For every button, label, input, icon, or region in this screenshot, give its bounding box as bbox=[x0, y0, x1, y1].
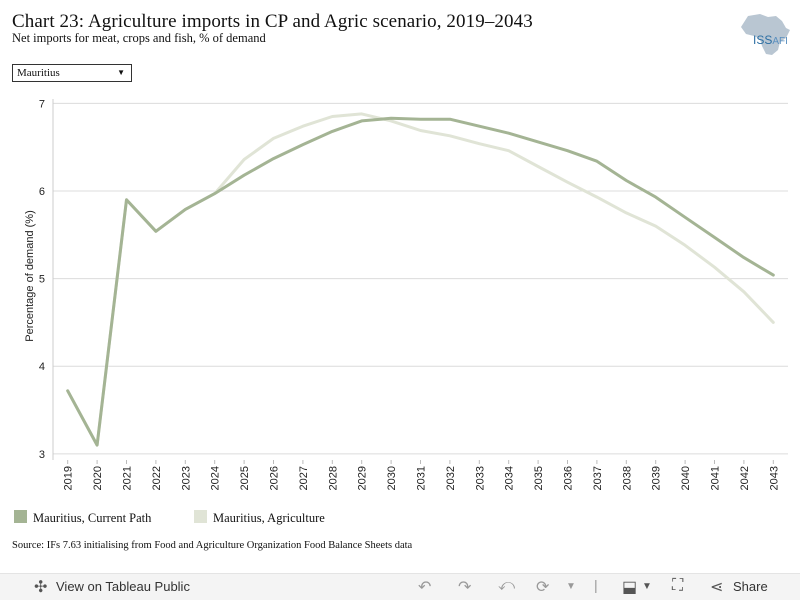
iss-logo-text: ISSAFI bbox=[753, 33, 788, 47]
x-tick-label: 2026 bbox=[269, 466, 281, 490]
source-note: Source: IFs 7.63 initialising from Food … bbox=[12, 540, 413, 551]
x-tick-label: 2038 bbox=[621, 466, 633, 490]
x-tick-label: 2022 bbox=[151, 466, 163, 490]
chart-subtitle: Net imports for meat, crops and fish, % … bbox=[12, 31, 266, 45]
redo-icon[interactable]: ↷ bbox=[458, 579, 472, 596]
series-line-current-path[interactable] bbox=[66, 116, 775, 447]
country-filter-dropdown[interactable]: Mauritius ▼ bbox=[12, 64, 132, 82]
y-tick-label: 3 bbox=[39, 449, 45, 461]
y-tick-label: 5 bbox=[39, 274, 45, 286]
chevron-down-icon[interactable]: ▼ bbox=[642, 581, 652, 592]
x-tick-label: 2024 bbox=[210, 466, 222, 490]
chevron-down-icon: ▼ bbox=[117, 68, 125, 77]
x-tick-label: 2040 bbox=[680, 466, 692, 490]
share-button[interactable]: Share bbox=[733, 579, 768, 594]
separator-icon: | bbox=[594, 577, 598, 593]
legend-swatch bbox=[14, 510, 27, 523]
country-filter-value: Mauritius bbox=[17, 67, 60, 79]
revert-icon[interactable]: ⤺ bbox=[498, 577, 516, 594]
x-tick-label: 2042 bbox=[739, 466, 751, 490]
x-tick-label: 2031 bbox=[416, 466, 428, 490]
chevron-down-icon[interactable]: ▼ bbox=[566, 581, 576, 592]
x-tick-label: 2032 bbox=[445, 466, 457, 490]
y-tick-label: 6 bbox=[39, 186, 45, 198]
refresh-icon[interactable]: ⟳ bbox=[536, 579, 550, 596]
x-tick-label: 2029 bbox=[357, 466, 369, 490]
legend-label: Mauritius, Current Path bbox=[33, 511, 152, 525]
legend-item-current-path[interactable]: Mauritius, Current Path bbox=[14, 510, 151, 526]
view-on-tableau-link[interactable]: View on Tableau Public bbox=[56, 579, 190, 594]
tableau-logo-icon[interactable]: ✣ bbox=[34, 579, 48, 596]
x-tick-label: 2041 bbox=[710, 466, 722, 490]
download-icon[interactable]: ⬓ bbox=[622, 579, 638, 596]
line-chart: 3 4 5 6 7 2019 2020 2021 2022 2023 2024 2025 2026 20… bbox=[24, 98, 788, 490]
y-tick-label: 7 bbox=[39, 98, 45, 110]
x-tick-label: 2033 bbox=[474, 466, 486, 490]
legend-label: Mauritius, Agriculture bbox=[213, 511, 325, 525]
x-tick-label: 2020 bbox=[92, 466, 104, 490]
x-tick-label: 2036 bbox=[563, 466, 575, 490]
tableau-toolbar: ✣ View on Tableau Public ↶ ↷ ⤺ ⟳ ▼ | ⬓ ▼… bbox=[0, 573, 800, 600]
y-tick-label: 4 bbox=[39, 361, 45, 373]
x-tick-label: 2035 bbox=[533, 466, 545, 490]
x-tick-label: 2039 bbox=[651, 466, 663, 490]
x-tick-label: 2021 bbox=[122, 466, 134, 490]
x-tick-label: 2043 bbox=[768, 466, 780, 490]
legend-item-agriculture[interactable]: Mauritius, Agriculture bbox=[194, 510, 325, 526]
x-tick-label: 2034 bbox=[504, 466, 516, 490]
y-axis-title: Percentage of demand (%) bbox=[24, 210, 36, 341]
x-tick-label: 2025 bbox=[239, 466, 251, 490]
series-line-agriculture[interactable] bbox=[66, 112, 775, 447]
x-tick-label: 2027 bbox=[298, 466, 310, 490]
legend-swatch bbox=[194, 510, 207, 523]
chart-title: Chart 23: Agriculture imports in CP and … bbox=[12, 11, 533, 32]
x-tick-label: 2023 bbox=[180, 466, 192, 490]
undo-icon[interactable]: ↶ bbox=[418, 579, 432, 596]
share-icon[interactable]: ⋖ bbox=[710, 579, 724, 596]
x-tick-label: 2019 bbox=[63, 466, 75, 490]
x-tick-label: 2028 bbox=[327, 466, 339, 490]
x-tick-label: 2030 bbox=[386, 466, 398, 490]
x-tick-label: 2037 bbox=[592, 466, 604, 490]
fullscreen-icon[interactable]: ⛶ bbox=[672, 577, 684, 594]
africa-map-logo bbox=[741, 14, 790, 55]
